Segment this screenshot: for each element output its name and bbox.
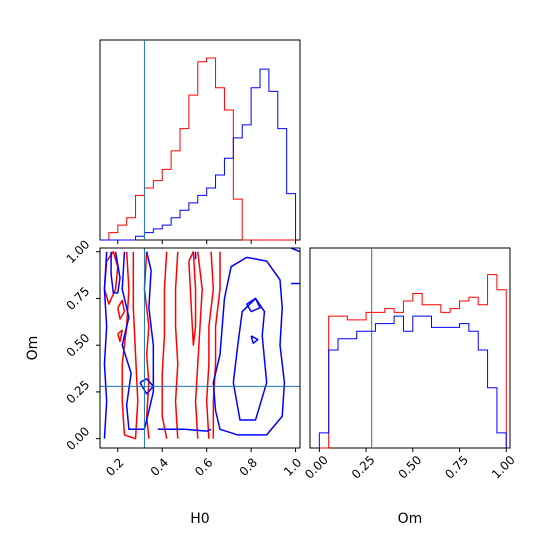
contour-red-10 <box>212 251 221 439</box>
om-x-tick-label: 0.50 <box>396 453 425 482</box>
contour-red-7 <box>188 250 197 346</box>
om-y-tick-label: 0.00 <box>64 424 93 453</box>
h0-x-tick-label: 0.4 <box>148 455 171 478</box>
h0-hist-series-red <box>100 57 296 241</box>
om-histogram-series <box>318 274 507 449</box>
contour-blue-10 <box>290 248 300 253</box>
om-y-tick-label: 0.25 <box>64 378 93 407</box>
contour-series <box>103 248 300 440</box>
contour-red-8 <box>194 251 203 439</box>
h0-x-tick-label: 1.0 <box>281 455 304 478</box>
om-x-tick-label: 0.25 <box>349 453 378 482</box>
contour-blue-6 <box>212 256 286 436</box>
h0-histogram-series <box>100 57 297 241</box>
om-y-tick-label: 0.75 <box>64 284 93 313</box>
contour-red-6 <box>174 251 179 439</box>
om-x-tick-label: 1.00 <box>489 453 518 482</box>
contour-blue-2 <box>121 251 155 431</box>
h0-x-tick-label: 0.2 <box>103 455 126 478</box>
contour-blue-7 <box>232 297 268 421</box>
contour-red-9 <box>205 251 215 439</box>
contour-red-3 <box>121 251 139 440</box>
contour-blue-4 <box>157 428 212 432</box>
y-axis-ticks-om: 0.00 0.25 0.50 0.75 1.00 <box>64 237 100 453</box>
contour-red-1 <box>117 299 126 320</box>
om-x-tick-label: 0.00 <box>302 453 331 482</box>
om-hist-series-red <box>319 274 507 449</box>
contour-red-5 <box>161 251 168 439</box>
om-y-tick-label: 1.00 <box>64 237 93 266</box>
h0-x-tick-label: 0.6 <box>192 455 215 478</box>
contour-blue-8 <box>246 297 261 313</box>
x-axis-label-om: Om <box>398 511 423 527</box>
om-hist-series-blue <box>318 315 507 448</box>
x-axis-ticks-om: 0.00 0.25 0.50 0.75 1.00 <box>302 448 518 482</box>
panel-h0-om-contours: 0.2 0.4 0.6 0.8 1.0 0.000.250.500.751.00 H0 … <box>25 237 304 527</box>
om-y-tick-label: 0.50 <box>64 331 93 360</box>
h0-x-tick-label: 0.8 <box>237 455 260 478</box>
contour-blue-0 <box>103 251 108 439</box>
contour-blue-1 <box>110 251 121 294</box>
om-x-tick-label: 0.75 <box>442 453 471 482</box>
contour-red-2 <box>117 329 123 343</box>
panel-h0-histogram <box>99 39 301 241</box>
y-axis-label-om: Om <box>25 336 41 361</box>
x-axis-label-h0: H0 <box>190 511 209 527</box>
contour-blue-9 <box>250 335 259 345</box>
panel-om-histogram: 0.00 0.25 0.50 0.75 1.00 Om <box>302 247 518 527</box>
